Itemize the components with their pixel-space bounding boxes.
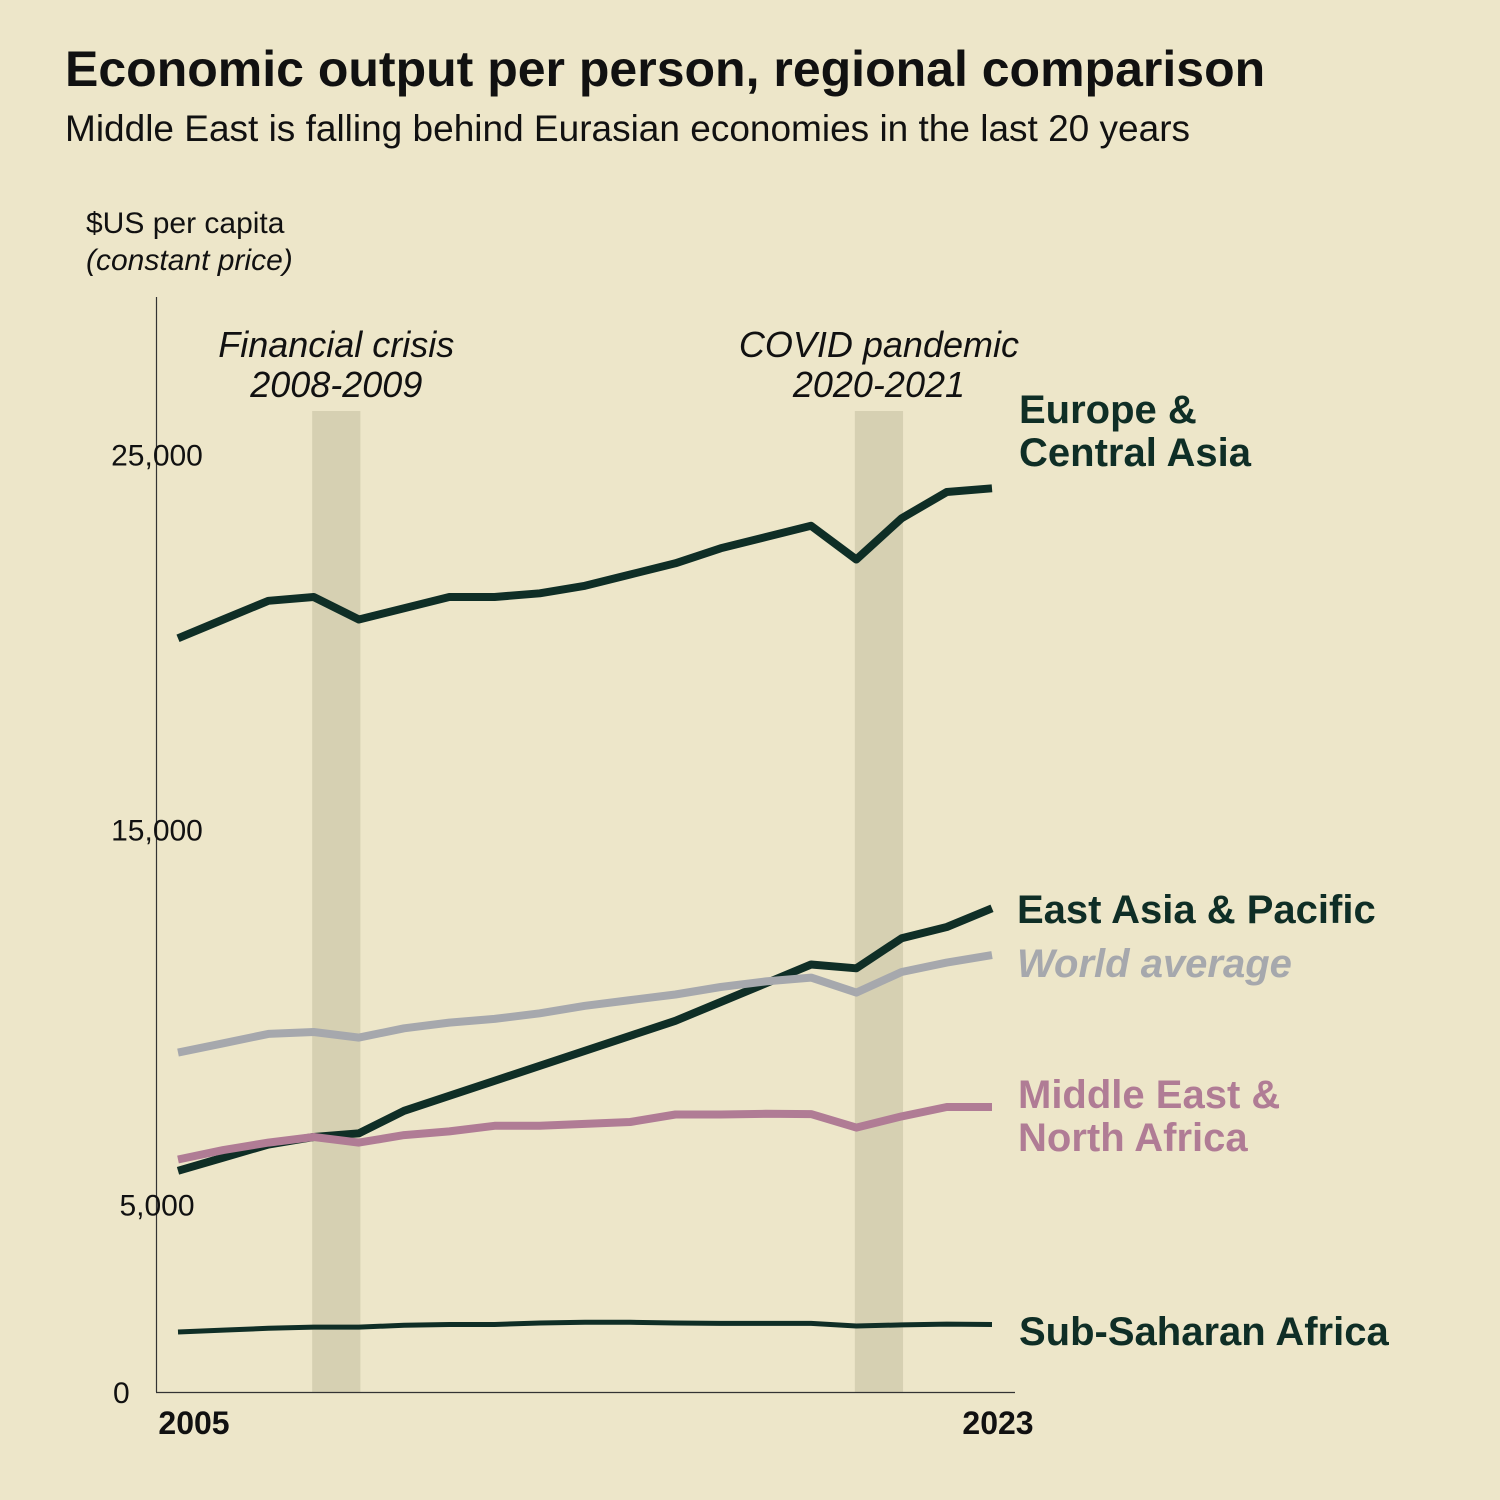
chart-subtitle: Middle East is falling behind Eurasian e…: [65, 108, 1190, 149]
y-tick-label: 5,000: [119, 1190, 194, 1223]
x-tick-label: 2023: [962, 1405, 1033, 1441]
period-years-0: 2008-2009: [249, 364, 422, 405]
series-lines: [176, 484, 994, 1335]
y-tick-label: 0: [113, 1377, 130, 1410]
chart-title: Economic output per person, regional com…: [65, 41, 1265, 97]
y-tick-label: 15,000: [111, 815, 203, 848]
shaded-period-0: [312, 411, 361, 1392]
y-axis-label-unit: (constant price): [86, 244, 293, 277]
period-label-0: Financial crisis: [218, 324, 454, 365]
series-label: Middle East &: [1018, 1073, 1280, 1117]
x-tick-label: 2005: [158, 1405, 229, 1441]
series-line-europe-central-asia: [176, 484, 993, 642]
series-label: Central Asia: [1019, 431, 1252, 475]
shaded-period-1: [854, 411, 904, 1392]
y-axis-label: $US per capita: [86, 207, 285, 240]
series-label: North Africa: [1018, 1116, 1248, 1160]
series-line-middle-east-north-africa: [177, 1103, 992, 1164]
y-tick-labels: 0 5,000 15,000 25,000: [111, 440, 203, 1411]
y-tick-label: 25,000: [111, 440, 203, 473]
shaded-periods: [312, 411, 904, 1392]
series-label: Europe &: [1019, 388, 1197, 432]
period-label-1: COVID pandemic: [739, 324, 1019, 365]
series-label: Sub-Saharan Africa: [1019, 1310, 1389, 1354]
series-labels: Europe &Central Asia East Asia & Pacific W…: [1017, 388, 1389, 1354]
period-years-1: 2020-2021: [792, 364, 965, 405]
x-tick-labels: 2005 2023: [158, 1405, 1033, 1441]
series-label: East Asia & Pacific: [1017, 888, 1376, 932]
series-label: World average: [1017, 942, 1292, 986]
series-line-world-average: [177, 951, 993, 1057]
series-line-sub-saharan-africa: [177, 1319, 993, 1335]
